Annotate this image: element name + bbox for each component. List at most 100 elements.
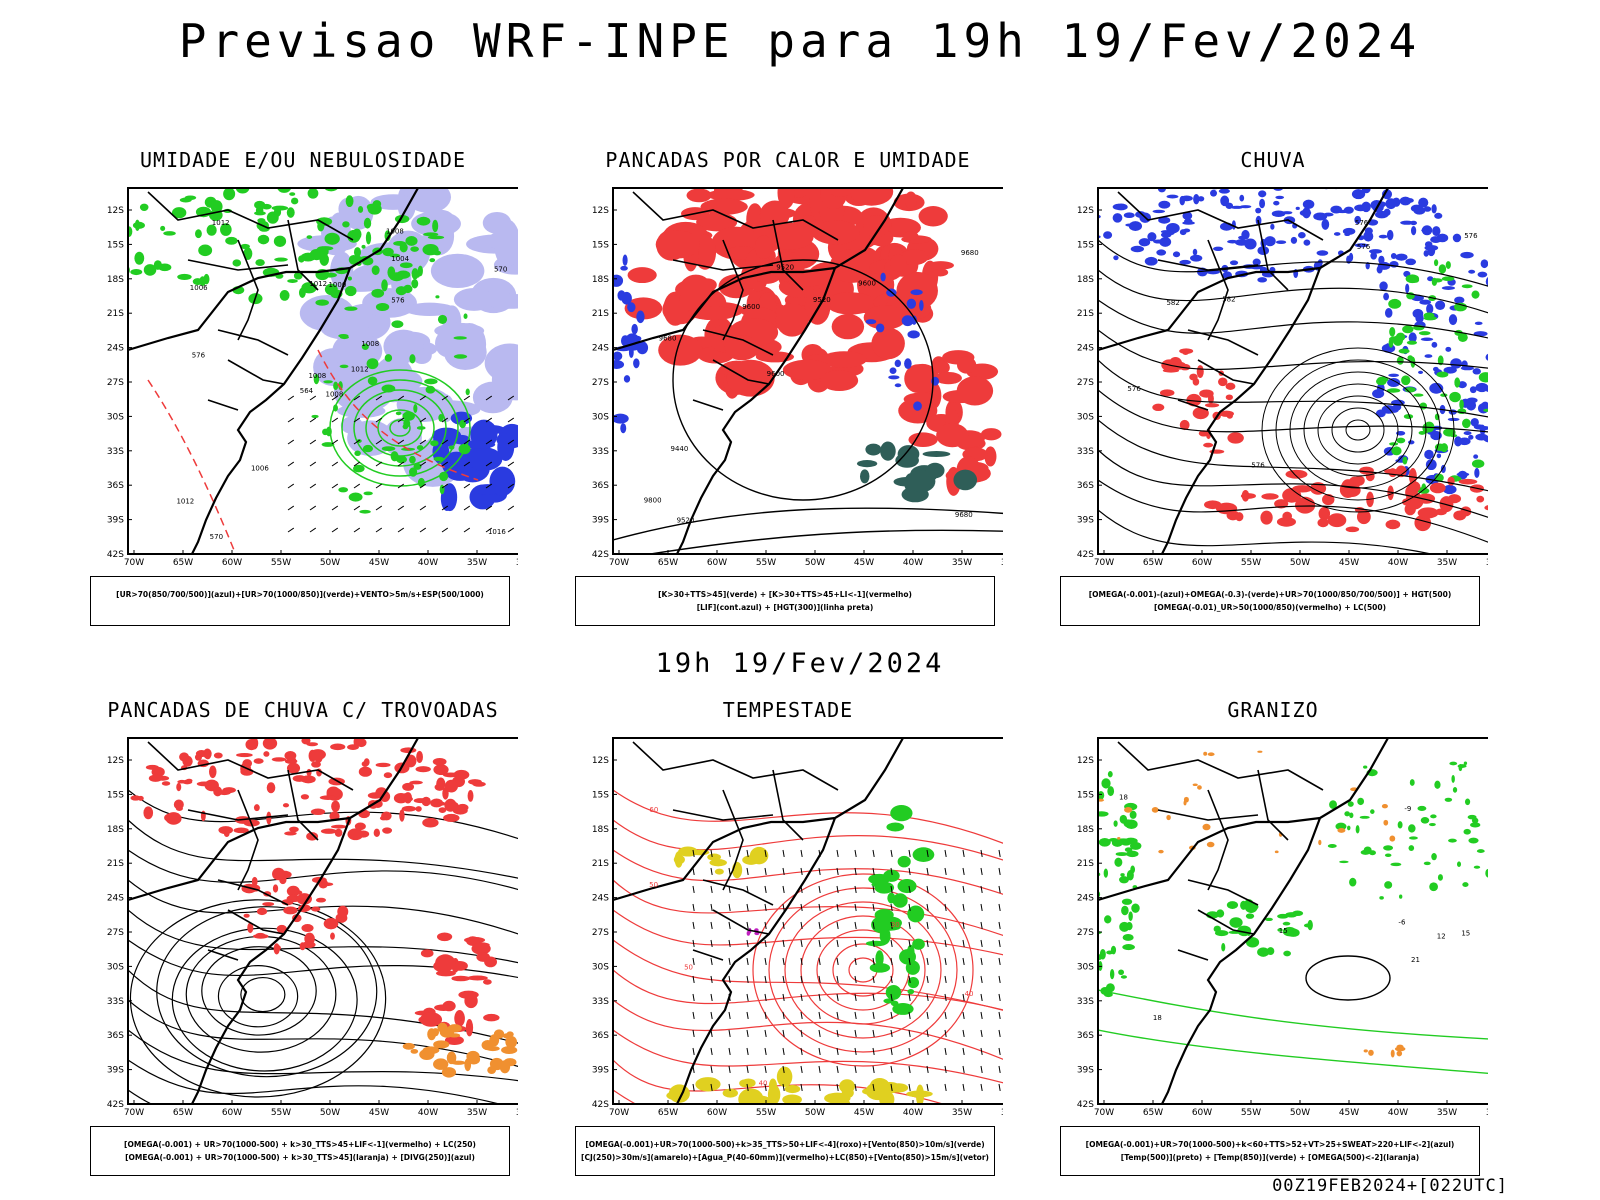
thunderstorm-area [273,943,280,955]
wind-vector [944,1065,947,1073]
thunderstorm-area [354,822,366,831]
wind-vector [728,903,731,911]
omega-area [1270,223,1275,230]
lat-tick-label: 36S [1077,1031,1094,1041]
omega-area [1193,194,1200,205]
wind-vector [872,1047,875,1055]
humidity-area [404,302,456,316]
shower-area [956,376,994,406]
shower-area-k [922,450,951,458]
humidity-contour [319,253,329,266]
omega-area [1386,229,1394,241]
thunderstorm-area [148,774,163,782]
omega-area [1365,262,1370,270]
streamline [128,999,518,1068]
wind-vector [485,527,493,533]
shower-area [908,432,938,448]
omega-strong-area [1377,376,1389,383]
rain-area [1204,500,1222,510]
omega-area [1418,197,1429,208]
wind-vector [998,1083,1001,1091]
omega-area [1275,240,1287,245]
wind-vector [890,1011,893,1019]
lon-tick-label: 30W [516,558,518,566]
omega-area [1182,211,1193,220]
wind-vector [728,1083,731,1091]
wind-vector [800,903,803,911]
wind-vector [728,1029,731,1037]
legend-line: [OMEGA(-0.001) + UR>70(1000-500) + k>30_… [124,1140,476,1149]
wind-vector [397,417,405,423]
shower-area [782,359,833,381]
humidity-contour [367,203,382,215]
wind-vector [836,975,839,983]
omega-area [1316,250,1329,256]
humidity-contour [409,455,416,464]
wind-vector [818,1029,821,1037]
wind-vector [692,1047,695,1055]
wind-vector [962,1029,965,1037]
jet-area [862,1088,875,1095]
wind-vector [353,417,361,423]
omega500-area [1363,1049,1368,1053]
omega-area [1264,236,1276,247]
contour-label: 9600 [858,280,876,288]
map-trovoadas: 12S 15S 18S 21S 24S 27S 30S 33S 36S 39S 42S 70W 65W 6… [88,730,518,1116]
wind-vector [818,1047,821,1055]
omega-area [1400,220,1414,225]
wind-vector [944,1011,947,1019]
wind-vector [419,439,427,445]
wind-vector [746,957,749,965]
thickness-line [147,379,237,554]
humidity-contour [323,272,337,278]
thunderstorm-area [400,747,417,754]
shower-area [863,305,907,330]
lon-tick-label: 55W [1241,1108,1261,1116]
wind-vector [926,1011,929,1019]
lat-tick-label: 18S [592,275,609,285]
shower-area [759,200,790,229]
shower-area [927,261,954,270]
wind-vector [998,921,1001,929]
wind-vector [485,505,493,511]
wind-vector [800,867,803,875]
omega-area [1472,368,1481,375]
shower-area [821,351,867,368]
thunderstorm-area [208,765,217,779]
wind-vector [782,1047,785,1055]
omega-strong-area [1445,261,1451,269]
rain-area [1356,509,1371,525]
omega-area [1440,464,1446,474]
wind-vector [854,921,857,929]
humidity-contour [399,262,413,269]
coastline [128,188,419,554]
thunderstorm-area [253,804,260,812]
temp850-contour [1349,812,1354,819]
humidity-contour [315,299,329,306]
thunderstorm-area [218,826,234,835]
lon-tick-label: 60W [222,558,242,566]
thunderstorm-area [310,808,326,816]
wind-vector [728,1047,731,1055]
rain-area [1414,514,1432,532]
thunderstorm-area [442,772,459,778]
lon-tick-label: 30W [516,1108,518,1116]
thunderstorm-area [301,941,316,949]
lifted-index-contour [628,346,634,359]
wind-area [912,938,925,950]
lon-tick-label: 70W [1094,558,1114,566]
streamline [1098,479,1488,543]
wind-vector [890,957,893,965]
humidity-contour [384,230,391,242]
wind-vector [710,867,713,875]
jet-area [714,868,724,875]
lat-tick-label: 24S [592,894,609,904]
thunderstorm-area [311,906,321,912]
contour-label: 1000 [328,281,346,289]
humidity-contour [348,492,363,502]
humidity-contour [359,509,371,514]
omega-area [1415,313,1424,323]
omega-area [1461,360,1468,369]
wind-vector [375,483,383,489]
temp850-contour [1444,797,1453,802]
